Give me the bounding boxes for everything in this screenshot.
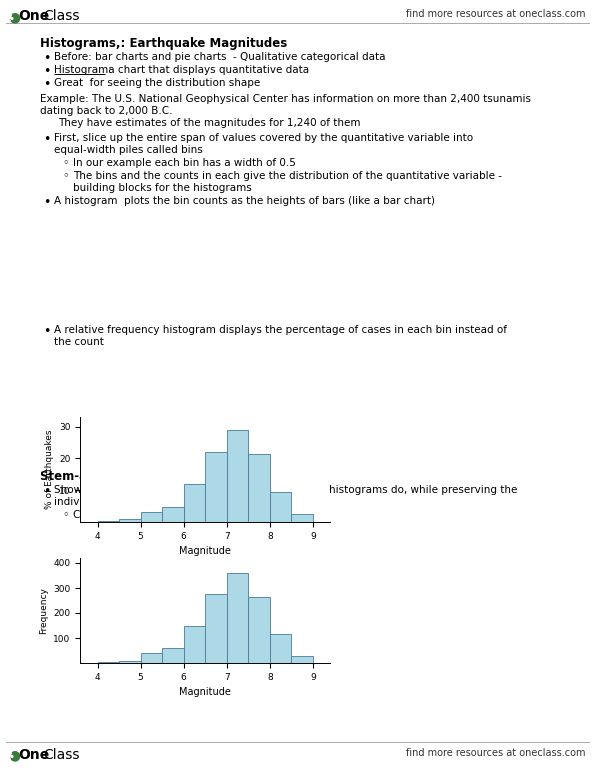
Bar	[162, 507, 184, 522]
Bar	[140, 512, 162, 522]
Text: Before: bar charts and pie charts  - Qualitative categorical data: Before: bar charts and pie charts - Qual…	[54, 52, 386, 62]
Text: ●: ●	[8, 10, 20, 24]
Bar	[119, 520, 140, 522]
Text: •: •	[43, 65, 51, 78]
Text: A histogram  plots the bin counts as the heights of bars (like a bar chart): A histogram plots the bin counts as the …	[54, 196, 435, 206]
Text: ◦: ◦	[62, 158, 68, 168]
Text: One: One	[18, 9, 49, 23]
Text: individual values (no loss of data): individual values (no loss of data)	[54, 497, 230, 507]
Bar	[248, 597, 270, 663]
Text: In our example each bin has a width of 0.5: In our example each bin has a width of 0…	[73, 158, 296, 168]
Bar	[140, 653, 162, 663]
Bar	[162, 648, 184, 663]
Text: •: •	[43, 133, 51, 146]
Text: One: One	[18, 748, 49, 762]
Text: They have estimates of the magnitudes for 1,240 of them: They have estimates of the magnitudes fo…	[58, 118, 361, 128]
Text: Contain all the information found in a histogram: Contain all the information found in a h…	[73, 510, 325, 520]
Text: The bins and the counts in each give the distribution of the quantitative variab: The bins and the counts in each give the…	[73, 171, 502, 181]
Text: First, slice up the entire span of values covered by the quantitative variable i: First, slice up the entire span of value…	[54, 133, 473, 143]
Text: •: •	[43, 52, 51, 65]
Text: Show the distribution of a quantitative variable, like histograms do, while pres: Show the distribution of a quantitative …	[54, 485, 518, 495]
X-axis label: Magnitude: Magnitude	[179, 546, 231, 556]
Text: equal-width piles called bins: equal-width piles called bins	[54, 145, 203, 155]
Text: ♣: ♣	[6, 13, 15, 23]
Text: find more resources at oneclass.com: find more resources at oneclass.com	[406, 9, 585, 19]
Bar	[270, 492, 292, 522]
Text: A relative frequency histogram displays the percentage of cases in each bin inst: A relative frequency histogram displays …	[54, 325, 507, 335]
Text: Class: Class	[43, 9, 80, 23]
Bar	[248, 454, 270, 522]
Bar	[98, 521, 119, 522]
Text: ◦: ◦	[62, 510, 68, 520]
Text: a chart that displays quantitative data: a chart that displays quantitative data	[105, 65, 309, 75]
Bar	[227, 573, 248, 663]
Text: ●: ●	[8, 748, 20, 762]
Bar	[270, 634, 292, 663]
Text: the count: the count	[54, 337, 104, 347]
X-axis label: Magnitude: Magnitude	[179, 688, 231, 698]
Y-axis label: Frequency: Frequency	[39, 587, 48, 634]
Bar	[205, 594, 227, 663]
Text: Example: The U.S. National Geophysical Center has information on more than 2,400: Example: The U.S. National Geophysical C…	[40, 94, 531, 104]
Text: •: •	[43, 485, 51, 498]
Bar	[227, 430, 248, 522]
Bar	[292, 514, 313, 522]
Y-axis label: % of Earthquakes: % of Earthquakes	[45, 430, 54, 509]
Text: •: •	[43, 196, 51, 209]
Bar	[205, 452, 227, 522]
Bar	[184, 625, 205, 663]
Text: ♣: ♣	[6, 751, 15, 761]
Text: find more resources at oneclass.com: find more resources at oneclass.com	[406, 748, 585, 758]
Bar	[119, 661, 140, 663]
Text: building blocks for the histograms: building blocks for the histograms	[73, 183, 252, 193]
Text: Stem-and-Leaf Displays: Stem-and-Leaf Displays	[40, 470, 197, 483]
Bar	[184, 484, 205, 522]
Text: Class: Class	[43, 748, 80, 762]
Text: ◦: ◦	[62, 171, 68, 181]
Text: Histograms,: Earthquake Magnitudes: Histograms,: Earthquake Magnitudes	[40, 37, 287, 50]
Text: Great  for seeing the distribution shape: Great for seeing the distribution shape	[54, 78, 260, 88]
Bar	[98, 661, 119, 663]
Text: dating back to 2,000 B.C.: dating back to 2,000 B.C.	[40, 106, 173, 116]
Text: Histogram:: Histogram:	[54, 65, 112, 75]
Text: •: •	[43, 78, 51, 91]
Bar	[292, 655, 313, 663]
Text: •: •	[43, 325, 51, 338]
